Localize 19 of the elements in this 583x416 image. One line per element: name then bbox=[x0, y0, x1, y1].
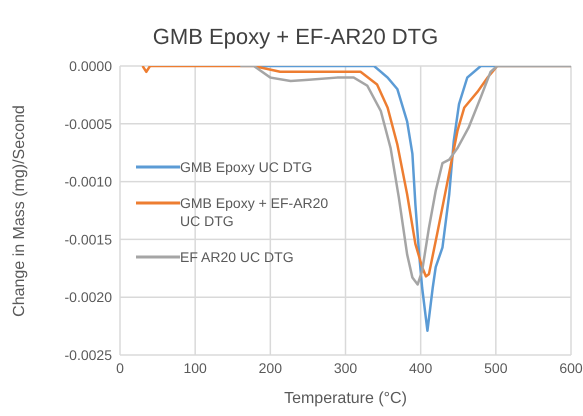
y-tick-label: -0.0005 bbox=[64, 116, 112, 132]
y-tick-label: -0.0010 bbox=[64, 174, 112, 190]
chart-title: GMB Epoxy + EF-AR20 DTG bbox=[152, 24, 440, 50]
legend-label: GMB Epoxy UC DTG bbox=[180, 158, 312, 176]
y-axis-title: Change in Mass (mg)/Second bbox=[11, 104, 29, 316]
x-tick-label: 500 bbox=[484, 360, 508, 376]
x-tick-label: 200 bbox=[258, 360, 282, 376]
y-tick-label: 0.0000 bbox=[69, 58, 112, 74]
x-tick-label: 300 bbox=[334, 360, 358, 376]
y-tick-label: -0.0020 bbox=[64, 289, 112, 306]
x-tick-label: 600 bbox=[559, 360, 583, 376]
x-tick-label: 0 bbox=[116, 360, 124, 376]
x-tick-label: 100 bbox=[183, 360, 208, 376]
x-tick-label: 400 bbox=[408, 360, 433, 376]
legend-label: EF AR20 UC DTG bbox=[180, 248, 294, 266]
legend-label: GMB Epoxy + EF-AR20 UC DTG bbox=[180, 194, 330, 230]
y-tick-label: -0.0015 bbox=[64, 231, 112, 248]
x-axis-title: Temperature (°C) bbox=[284, 390, 407, 407]
y-tick-label: -0.0025 bbox=[64, 346, 112, 363]
